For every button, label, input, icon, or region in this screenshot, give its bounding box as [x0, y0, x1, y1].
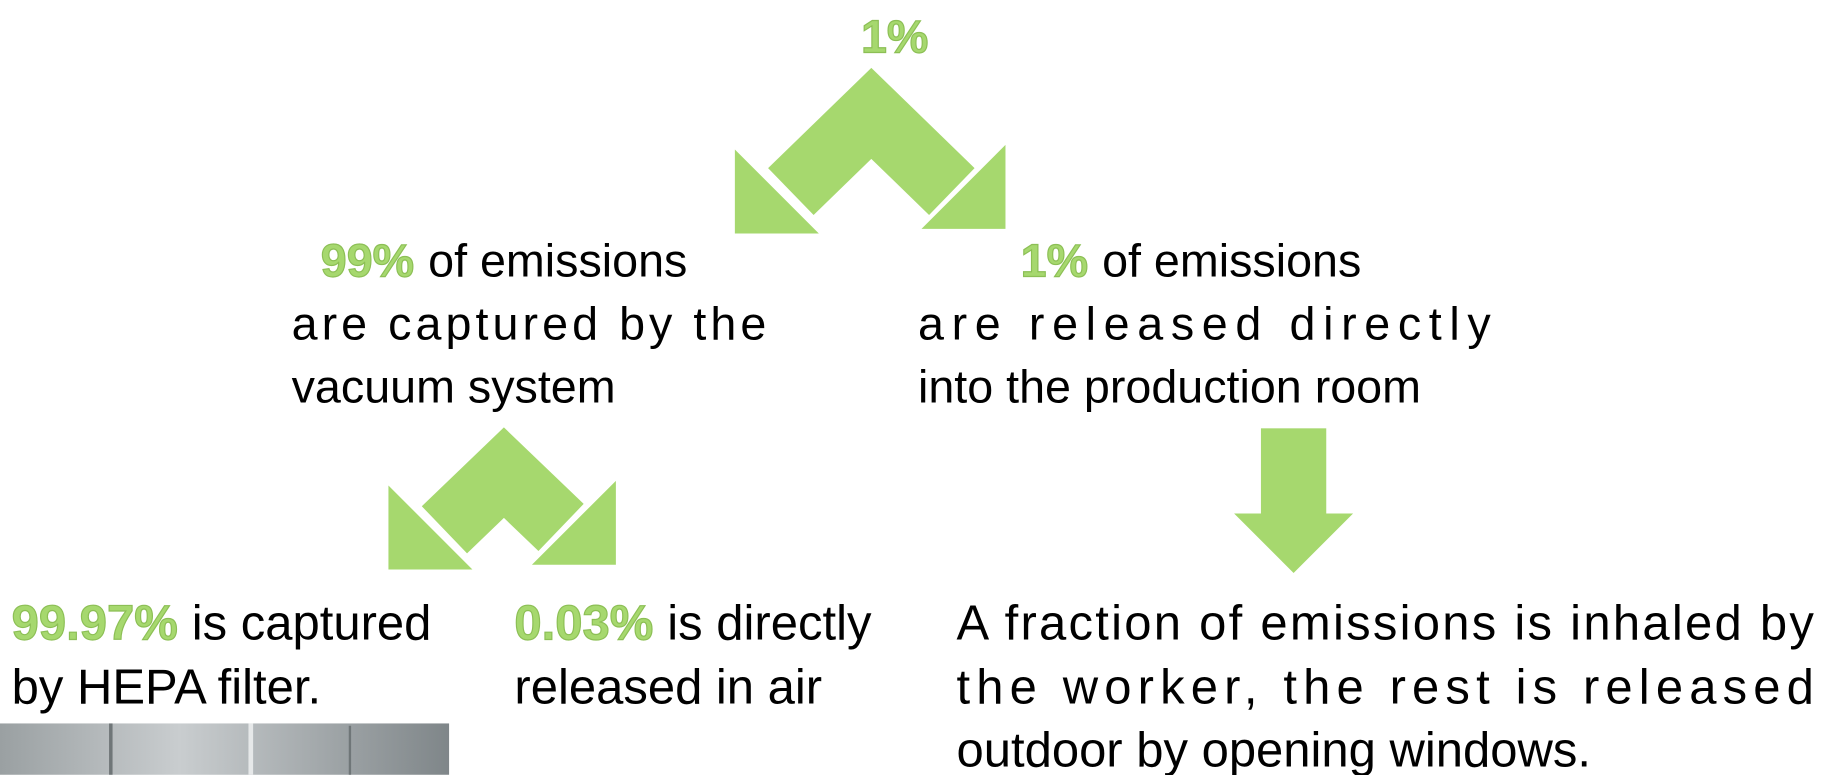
highlight: 99%	[321, 235, 414, 287]
text-line: by HEPA filter.	[12, 661, 321, 715]
text-line: of emissions	[428, 235, 687, 287]
highlight: 1%	[1021, 235, 1088, 287]
down-arrow	[1234, 428, 1354, 573]
highlight: 0.03%	[514, 596, 653, 650]
photo	[0, 723, 450, 775]
text-line: vacuum system	[292, 361, 616, 413]
text-line: is directly	[667, 596, 872, 650]
highlight: 99.97%	[12, 596, 178, 650]
text-line: outdoor by opening windows.	[956, 724, 1591, 775]
text-line: the worker, the rest is released	[956, 661, 1813, 715]
text-line: of emissions	[1102, 235, 1361, 287]
text-line: A fraction of emissions is inhaled by	[956, 596, 1814, 650]
text-line: are released directly	[918, 298, 1491, 350]
top-label: 1%	[861, 11, 928, 63]
text-line: is captured	[192, 596, 432, 650]
split-arrow	[734, 67, 1006, 234]
node-text: 0.03% is directly	[514, 596, 872, 650]
node-text: 99% of emissions	[321, 235, 688, 287]
split-arrow	[388, 427, 616, 570]
text-line: released in air	[514, 661, 822, 715]
node-text: 1% of emissions	[1021, 235, 1362, 287]
text-line: are captured by the	[292, 298, 767, 350]
text-line: into the production room	[918, 361, 1421, 413]
node-text: 99.97% is captured	[12, 596, 432, 650]
